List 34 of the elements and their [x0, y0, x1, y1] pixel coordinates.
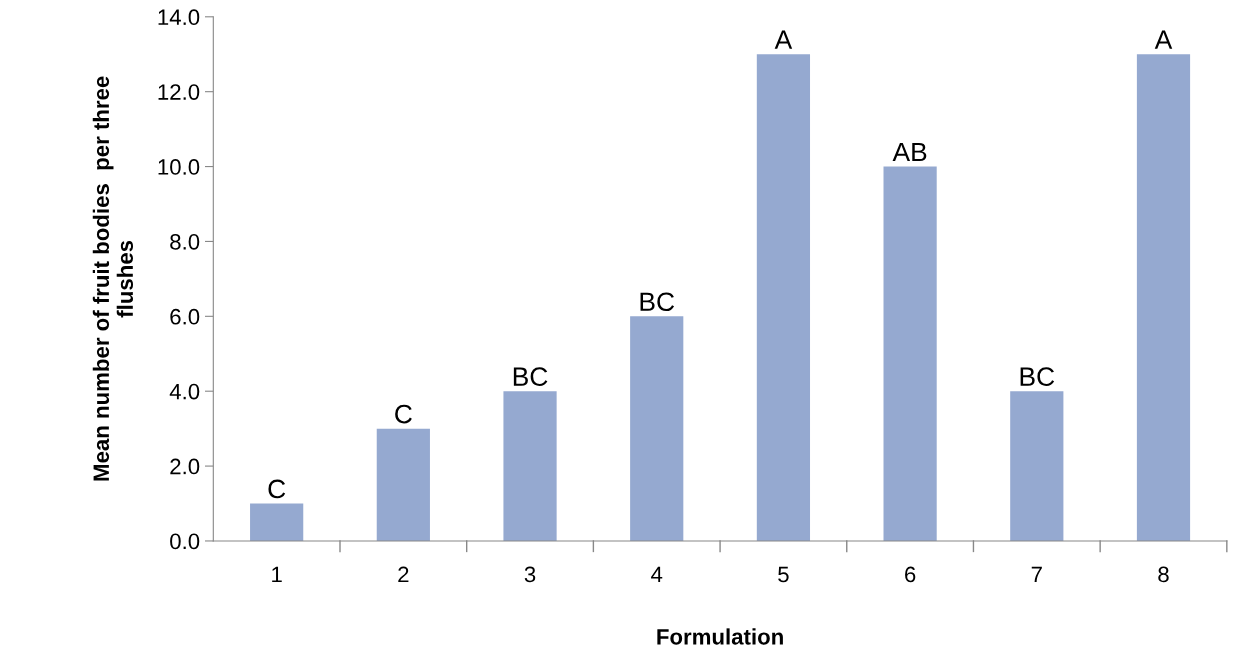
x-tick-label: 2	[398, 566, 409, 583]
y-tick-label: 4.0	[169, 383, 200, 400]
x-tick-label: 1	[272, 566, 282, 583]
x-tick-label: 8	[1158, 566, 1169, 583]
x-axis-title: Formulation	[657, 628, 783, 645]
y-axis-title: Mean number of fruit bodies per three flushes	[92, 76, 134, 481]
data-label: BC	[1020, 367, 1055, 386]
bar	[376, 428, 430, 541]
data-label: A	[774, 30, 793, 49]
y-tick-label: 12.0	[158, 84, 200, 100]
bar	[756, 54, 811, 541]
y-tick-label: 2.0	[170, 458, 200, 475]
bar	[630, 316, 684, 541]
data-label: A	[1154, 30, 1173, 49]
bar	[503, 391, 557, 541]
bar	[883, 166, 937, 541]
data-label: AB	[892, 142, 927, 162]
data-label: BC	[513, 367, 548, 386]
bar	[1010, 391, 1064, 541]
y-tick-label: 8.0	[170, 233, 200, 250]
y-tick-label: 10.0	[158, 159, 200, 175]
data-label: BC	[640, 292, 675, 312]
y-tick-label: 0.0	[170, 533, 200, 550]
x-tick-label: 4	[651, 566, 663, 583]
x-tick-label: 3	[524, 566, 536, 583]
data-label: C	[395, 404, 412, 424]
x-tick-label: 7	[1031, 566, 1042, 583]
bar	[250, 503, 304, 541]
y-tick-label: 6.0	[170, 308, 200, 325]
x-tick-label: 5	[778, 566, 789, 583]
bar	[1136, 54, 1191, 541]
data-label: C	[268, 479, 286, 499]
y-tick-label: 14.0	[158, 9, 200, 26]
x-tick-label: 6	[905, 566, 916, 583]
